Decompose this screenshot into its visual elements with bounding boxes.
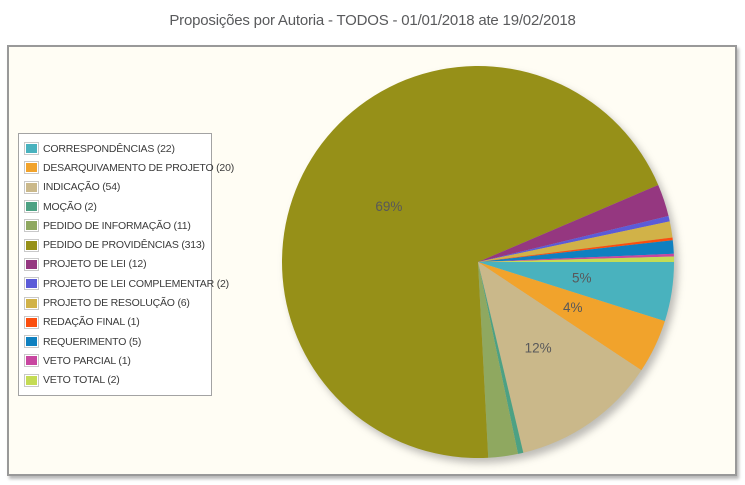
pie-slice[interactable] bbox=[478, 262, 642, 453]
pie-percent-label: 69% bbox=[375, 199, 402, 214]
legend-item: VETO TOTAL (2) bbox=[19, 371, 211, 390]
legend-swatch bbox=[24, 373, 39, 387]
legend-item: VETO PARCIAL (1) bbox=[19, 351, 211, 370]
pie-slice[interactable] bbox=[478, 262, 524, 454]
legend-item: INDICAÇÃO (54) bbox=[19, 178, 211, 197]
pie-slice[interactable] bbox=[478, 184, 669, 262]
legend-label: INDICAÇÃO (54) bbox=[43, 181, 121, 194]
legend-item: PROJETO DE LEI COMPLEMENTAR (2) bbox=[19, 274, 229, 293]
pie-slice[interactable] bbox=[478, 256, 674, 262]
legend-label: DESARQUIVAMENTO DE PROJETO (20) bbox=[43, 161, 235, 174]
pie-slice[interactable] bbox=[478, 216, 670, 262]
legend-swatch bbox=[24, 315, 39, 329]
legend-swatch bbox=[24, 257, 39, 271]
pie-slice[interactable] bbox=[478, 253, 674, 262]
legend-swatch bbox=[24, 296, 39, 310]
legend-item: CORRESPONDÊNCIAS (22) bbox=[19, 139, 211, 158]
legend-label: PEDIDO DE INFORMAÇÃO (11) bbox=[43, 219, 191, 232]
legend-swatch bbox=[24, 180, 39, 194]
legend-box: CORRESPONDÊNCIAS (22) DESARQUIVAMENTO DE … bbox=[18, 133, 234, 396]
legend-label: VETO PARCIAL (1) bbox=[43, 354, 131, 367]
legend-label: VETO TOTAL (2) bbox=[43, 374, 120, 387]
legend-swatch bbox=[24, 335, 39, 349]
pie-chart: 5% 4% 12% 69% bbox=[281, 65, 674, 458]
legend-label: MOÇÃO (2) bbox=[43, 200, 97, 213]
legend-swatch bbox=[24, 200, 39, 214]
legend-item: MOÇÃO (2) bbox=[19, 197, 211, 216]
legend-item: PROJETO DE LEI (12) bbox=[19, 255, 211, 274]
legend-label: PROJETO DE LEI (12) bbox=[43, 258, 147, 271]
pie-slice[interactable] bbox=[478, 221, 673, 262]
legend-item: DESARQUIVAMENTO DE PROJETO (20) bbox=[19, 158, 234, 177]
legend-label: PROJETO DE LEI COMPLEMENTAR (2) bbox=[43, 277, 229, 290]
legend-swatch bbox=[24, 354, 39, 368]
legend-label: PEDIDO DE PROVIDÊNCIAS (313) bbox=[43, 239, 205, 252]
chart-title: Proposições por Autoria - TODOS - 01/01/… bbox=[169, 12, 576, 29]
legend-swatch bbox=[24, 142, 39, 156]
legend-label: REQUERIMENTO (5) bbox=[43, 335, 142, 348]
pie-percent-label: 4% bbox=[563, 300, 583, 315]
legend-swatch bbox=[24, 277, 39, 291]
pie-slice[interactable] bbox=[478, 262, 665, 371]
pie-slice[interactable] bbox=[478, 262, 518, 458]
legend-item: PEDIDO DE INFORMAÇÃO (11) bbox=[19, 216, 211, 235]
legend-label: PROJETO DE RESOLUÇÃO (6) bbox=[43, 297, 190, 310]
legend-item: REQUERIMENTO (5) bbox=[19, 332, 211, 351]
pie-slice[interactable] bbox=[478, 262, 674, 322]
pie-slice[interactable] bbox=[478, 240, 674, 262]
legend-label: CORRESPONDÊNCIAS (22) bbox=[43, 142, 175, 155]
pie-slice[interactable] bbox=[281, 65, 659, 458]
pie-percent-label: 5% bbox=[572, 271, 592, 286]
pie-percent-label: 12% bbox=[525, 341, 552, 356]
legend-swatch bbox=[24, 238, 39, 252]
legend-item: PEDIDO DE PROVIDÊNCIAS (313) bbox=[19, 235, 211, 254]
legend-swatch bbox=[24, 161, 39, 175]
pie-slice[interactable] bbox=[478, 237, 673, 262]
legend-item: PROJETO DE RESOLUÇÃO (6) bbox=[19, 293, 211, 312]
legend-swatch bbox=[24, 219, 39, 233]
chart-panel: 5% 4% 12% 69% CORRESPONDÊNCIAS (22) DESARQUI… bbox=[7, 45, 737, 476]
legend-label: REDAÇÃO FINAL (1) bbox=[43, 316, 140, 329]
legend-item: REDAÇÃO FINAL (1) bbox=[19, 313, 211, 332]
